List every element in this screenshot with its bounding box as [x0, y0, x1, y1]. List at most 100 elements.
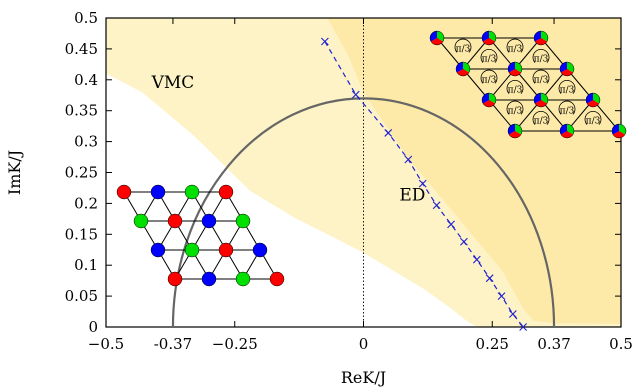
site-outline — [481, 92, 497, 108]
site-outline — [533, 92, 549, 108]
flux-label: π/3 — [482, 55, 497, 65]
flux-label: π/3 — [508, 86, 523, 96]
data-point-marker — [351, 90, 360, 99]
marker-stroke — [472, 255, 481, 264]
lattice-site — [184, 184, 200, 200]
x-tick-label: 0.25 — [476, 335, 509, 353]
flux-arrow — [532, 69, 550, 84]
flux-cell: π/3 — [558, 100, 576, 116]
y-tick-label: 0.3 — [74, 133, 98, 151]
marker-stroke — [404, 155, 413, 164]
data-point-marker — [460, 237, 468, 246]
marker-stroke — [460, 237, 468, 246]
site-sector — [534, 100, 548, 108]
tricolor-site — [481, 30, 497, 46]
marker-stroke — [519, 323, 528, 331]
data-point-marker — [320, 37, 329, 46]
lattice-site — [116, 184, 132, 200]
y-tick-label: 0.45 — [65, 40, 98, 58]
chiral-lattice-inset: π/3 π/3 π/3 π/3 π/3 π/3 π/3 π/3 π/3 π/3 π/3 π/3 — [429, 30, 627, 139]
marker-stroke — [497, 292, 506, 300]
flux-cell: π/3 — [480, 69, 498, 85]
flux-label: π/3 — [534, 75, 549, 85]
data-point-marker — [432, 201, 441, 210]
data-point-marker — [472, 255, 481, 264]
tricolor-site — [585, 92, 601, 108]
marker-stroke — [351, 90, 360, 99]
flux-cell: π/3 — [454, 38, 472, 54]
site-sector — [482, 100, 496, 107]
lattice-site — [184, 242, 200, 258]
lattice-site — [235, 271, 251, 287]
tricolor-site — [533, 92, 549, 108]
y-tick-label: 0.1 — [74, 256, 98, 274]
tricolor-site — [611, 123, 627, 139]
site-sector — [430, 38, 444, 45]
flux-arrow — [480, 69, 498, 84]
y-tick-label: 0.05 — [65, 287, 98, 305]
y-tick-label: 0.5 — [74, 9, 98, 27]
site-sector — [560, 69, 574, 77]
ed-region — [327, 18, 621, 327]
data-point-marker — [418, 179, 427, 188]
flux-cell: π/3 — [506, 38, 524, 54]
lattice-site — [269, 271, 285, 287]
x-tick-label: −0.25 — [212, 335, 258, 353]
flux-arrow — [480, 48, 498, 63]
tricolor-site — [507, 61, 523, 77]
flux-arrow — [506, 100, 524, 115]
flux-arrow — [506, 38, 524, 53]
flux-arrow — [584, 110, 602, 125]
site-outline — [533, 30, 549, 46]
flux-arrow — [454, 38, 472, 53]
flux-arrow — [558, 79, 576, 94]
marker-stroke — [485, 274, 494, 283]
site-outline — [611, 123, 627, 139]
site-outline — [507, 61, 523, 77]
lattice-site — [167, 213, 183, 229]
site-sector — [508, 131, 522, 139]
flux-label: π/3 — [586, 117, 601, 127]
site-outline — [429, 30, 445, 46]
region-label: VMC — [151, 73, 195, 93]
marker-stroke — [384, 129, 393, 137]
flux-arrow — [506, 79, 524, 94]
y-tick-label: 0.4 — [74, 71, 98, 89]
site-sector — [560, 131, 574, 139]
tricolor-site — [507, 123, 523, 139]
lattice-site — [252, 242, 268, 258]
data-point-marker — [508, 310, 517, 318]
flux-arrow — [558, 100, 576, 115]
flux-label: π/3 — [534, 55, 549, 65]
data-point-marker — [384, 129, 393, 137]
flux-cell: π/3 — [532, 69, 550, 85]
y-axis-title: ImK/J — [5, 150, 24, 195]
data-point-marker — [404, 155, 413, 164]
site-sector — [586, 100, 600, 108]
tricolor-site — [481, 92, 497, 108]
data-point-marker — [519, 323, 528, 331]
y-tick-label: 0 — [88, 318, 98, 336]
flux-label: π/3 — [456, 44, 471, 54]
flux-label: π/3 — [534, 117, 549, 127]
unit-circle-arc — [171, 97, 556, 328]
kagome-lattice-inset — [116, 184, 285, 287]
lattice-site — [235, 213, 251, 229]
site-outline — [559, 61, 575, 77]
site-outline — [507, 123, 523, 139]
lattice-site — [150, 184, 166, 200]
x-tick-label: 0.37 — [537, 335, 570, 353]
lattice-site — [133, 213, 149, 229]
x-tick-label: −0.5 — [88, 335, 124, 353]
flux-cell: π/3 — [558, 79, 576, 96]
lattice-site — [167, 271, 183, 287]
marker-stroke — [508, 310, 517, 318]
marker-stroke — [320, 37, 329, 46]
tricolor-site — [455, 61, 471, 77]
data-point-marker — [447, 220, 455, 229]
y-tick-label: 0.2 — [74, 194, 98, 212]
tricolor-site — [559, 123, 575, 139]
site-outline — [585, 92, 601, 108]
x-axis-title: ReK/J — [341, 368, 386, 387]
